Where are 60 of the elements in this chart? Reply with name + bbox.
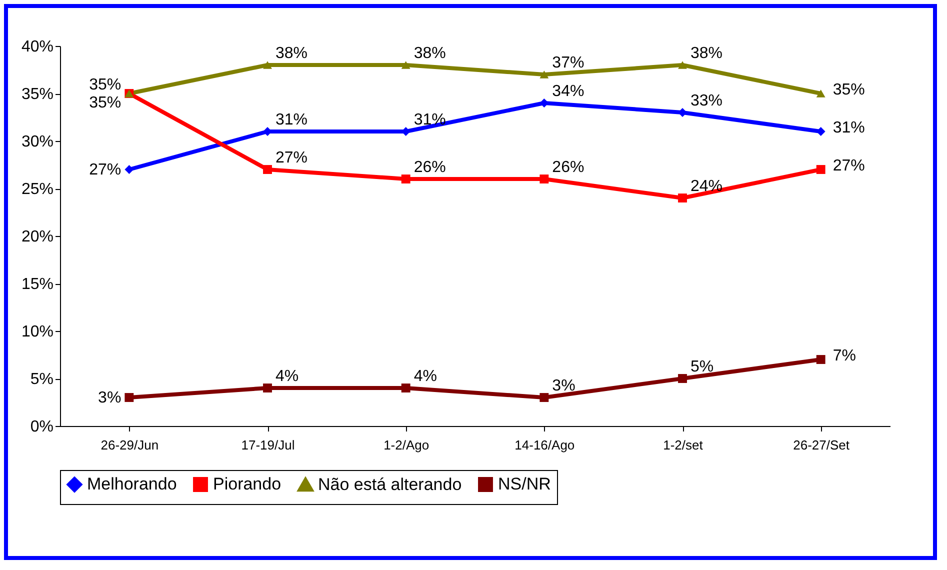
point	[263, 165, 272, 174]
data-label: 35%	[832, 82, 865, 98]
y-tick-label: 0%	[30, 418, 54, 436]
data-label: 4%	[276, 368, 299, 385]
point	[678, 194, 687, 202]
data-label: 27%	[276, 150, 308, 166]
x-tick-label: 14-16/Ago	[514, 438, 575, 452]
data-label: 26%	[552, 159, 584, 176]
data-label: 38%	[690, 45, 723, 62]
point	[540, 174, 549, 184]
data-label: 31%	[276, 112, 308, 128]
legend-label: NS/NR	[498, 474, 551, 494]
data-label: 7%	[832, 348, 856, 364]
point	[678, 374, 687, 383]
x-tick-label: 26-29/Jun	[100, 438, 159, 452]
x-tick-label: 1-2/set	[663, 438, 704, 452]
legend-label: Piorando	[213, 474, 282, 494]
data-label: 35%	[89, 94, 122, 112]
data-label: 31%	[414, 112, 446, 128]
y-tick-label: 25%	[21, 181, 54, 198]
y-tick-label: 30%	[21, 134, 54, 150]
x-tick-label: 17-19/Jul	[241, 438, 295, 452]
point	[816, 355, 826, 364]
point	[263, 384, 272, 392]
data-label: 38%	[414, 45, 446, 62]
data-label: 24%	[690, 178, 723, 195]
point	[678, 61, 687, 69]
data-label: 38%	[276, 45, 308, 62]
data-label: 27%	[89, 162, 122, 178]
point	[816, 90, 826, 98]
x-tick-label: 1-2/Ago	[384, 438, 430, 452]
data-label: 33%	[690, 92, 723, 110]
point	[263, 61, 272, 69]
y-tick-label: 35%	[21, 86, 54, 103]
y-tick-label: 15%	[21, 276, 54, 293]
data-label: 27%	[832, 158, 865, 174]
point	[401, 174, 410, 184]
point	[401, 61, 410, 69]
y-tick-label: 20%	[21, 228, 54, 246]
data-label: 3%	[98, 390, 122, 406]
data-label: 34%	[552, 83, 584, 100]
point	[124, 393, 134, 402]
data-label: 37%	[552, 54, 584, 72]
point	[816, 165, 826, 174]
point	[124, 165, 134, 174]
legend-label: Melhorando	[87, 474, 177, 494]
data-label: 26%	[414, 159, 446, 176]
y-tick-label: 5%	[30, 371, 54, 388]
point	[540, 70, 549, 78]
point	[401, 384, 410, 392]
y-tick-label: 10%	[21, 324, 54, 340]
x-tick-label: 26-27/Set	[793, 438, 850, 452]
y-tick-label: 40%	[21, 38, 54, 56]
point	[540, 393, 549, 402]
data-label: 5%	[690, 358, 714, 376]
data-label: 3%	[552, 378, 576, 394]
data-label: 4%	[414, 368, 437, 385]
data-label: 35%	[89, 76, 122, 94]
data-label: 31%	[832, 120, 865, 136]
legend-label: Não está alterando	[318, 474, 462, 494]
